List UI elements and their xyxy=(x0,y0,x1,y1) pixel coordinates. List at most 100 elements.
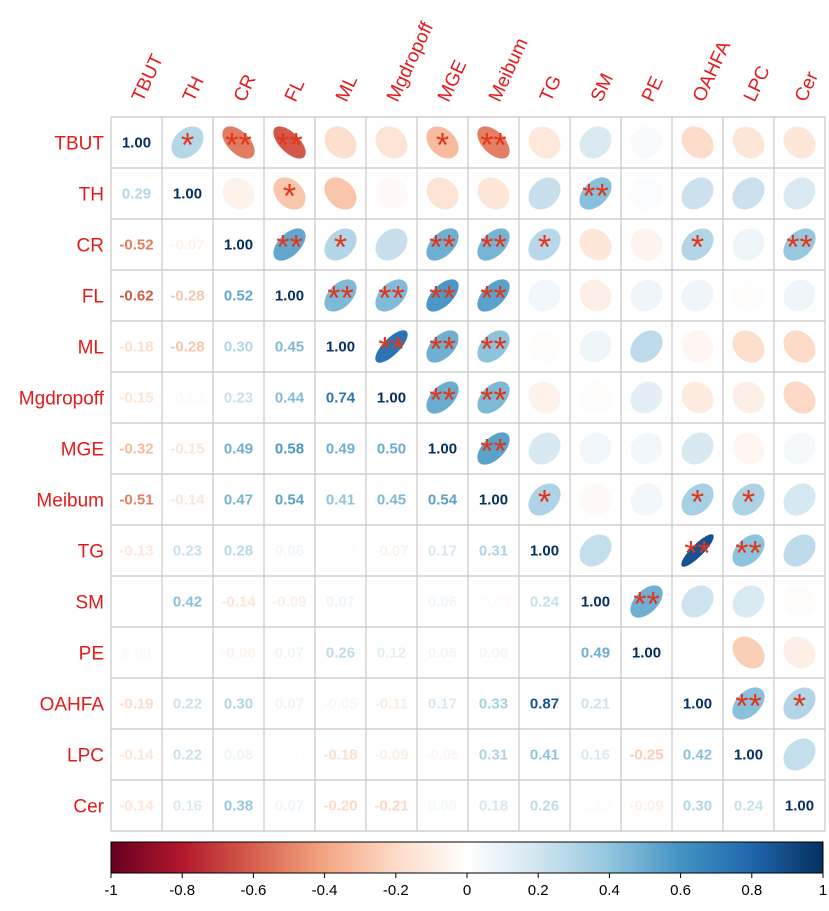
row-label-tbut: TBUT xyxy=(54,134,104,155)
row-label-mgdropoff: Mgdropoff xyxy=(19,389,105,410)
ellipse-th-lpc xyxy=(732,177,765,210)
coef-sm-mgdropoff: -0.01 xyxy=(374,594,408,611)
ellipse-ml-meibum xyxy=(477,330,510,363)
matrix-grid xyxy=(110,116,826,832)
ellipse-tg-lpc xyxy=(732,534,765,567)
coef-oahfa-cr: 0.30 xyxy=(224,696,253,713)
coef-lpc-tbut: -0.14 xyxy=(119,747,154,764)
coef-tg-meibum: 0.31 xyxy=(479,543,508,560)
ellipse-mgdropoff-lpc xyxy=(732,381,765,414)
ellipse-fl-tg xyxy=(528,279,561,312)
ellipse-ml-oahfa xyxy=(681,330,714,363)
coef-oahfa-tbut: -0.19 xyxy=(119,696,153,713)
ellipse-tg-sm xyxy=(579,534,612,567)
coef-fl-tbut: -0.62 xyxy=(119,288,153,305)
coef-tg-cr: 0.28 xyxy=(224,543,253,560)
coef-cer-fl: 0.07 xyxy=(275,798,304,815)
ellipse-mge-sm xyxy=(579,432,612,465)
colorbar-gradient xyxy=(110,841,824,874)
coef-tg-tg: 1.00 xyxy=(530,543,559,560)
ellipse-cr-meibum xyxy=(477,228,510,261)
ellipse-cr-cer xyxy=(783,228,816,261)
ellipse-ml-tg xyxy=(528,330,561,363)
ellipse-pe-cer xyxy=(783,636,816,669)
coef-cr-tbut: -0.52 xyxy=(119,237,153,254)
coef-tbut-tbut: 1.00 xyxy=(122,135,151,152)
ellipse-tbut-lpc xyxy=(732,126,765,159)
coef-sm-mge: 0.06 xyxy=(428,594,457,611)
coef-fl-th: -0.28 xyxy=(170,288,204,305)
significance-ml-mgdropoff: ** xyxy=(378,331,404,369)
row-label-sm: SM xyxy=(76,593,105,614)
column-label-meibum: Meibum xyxy=(485,35,533,105)
coef-oahfa-mgdropoff: -0.11 xyxy=(375,696,408,713)
colorbar-tick-label: -0.6 xyxy=(240,882,266,899)
significance-meibum-lpc: * xyxy=(742,484,755,522)
coef-lpc-oahfa: 0.42 xyxy=(683,747,712,764)
coef-th-tbut: 0.29 xyxy=(122,186,151,203)
ellipse-mgdropoff-sm xyxy=(579,381,612,414)
ellipse-ml-lpc xyxy=(732,330,765,363)
ellipse-mgdropoff-meibum xyxy=(477,381,510,414)
ellipse-cr-fl xyxy=(273,228,306,261)
coef-cer-lpc: 0.24 xyxy=(734,798,764,815)
coef-lpc-tg: 0.41 xyxy=(530,747,559,764)
coef-tg-tbut: -0.13 xyxy=(119,543,153,560)
significance-meibum-tg: * xyxy=(538,484,551,522)
coef-sm-ml: 0.07 xyxy=(326,594,355,611)
ellipse-sm-oahfa xyxy=(681,585,714,618)
ellipse-meibum-tg xyxy=(528,483,561,516)
colorbar-tick-label: -1 xyxy=(104,882,117,899)
ellipse-oahfa-lpc xyxy=(732,687,765,720)
coef-cer-tbut: -0.14 xyxy=(119,798,154,815)
colorbar-tick-label: 1 xyxy=(819,882,827,899)
ellipse-fl-ml xyxy=(324,279,357,312)
significance-tg-oahfa: ** xyxy=(684,535,710,573)
column-label-mge: MGE xyxy=(434,57,471,105)
ellipse-fl-oahfa xyxy=(681,279,714,312)
ellipse-tbut-cer xyxy=(783,126,816,159)
column-label-th: TH xyxy=(179,73,209,105)
ellipse-tbut-mgdropoff xyxy=(375,126,408,159)
coef-oahfa-mge: 0.17 xyxy=(428,696,457,713)
ellipse-mgdropoff-cer xyxy=(783,381,816,414)
row-label-oahfa: OAHFA xyxy=(40,695,105,716)
significance-cr-cer: ** xyxy=(786,229,812,267)
significance-th-sm: ** xyxy=(582,178,608,216)
ellipse-tg-pe xyxy=(630,534,663,567)
ellipse-meibum-lpc xyxy=(732,483,765,516)
significance-sm-pe: ** xyxy=(633,586,659,624)
coef-pe-mgdropoff: 0.12 xyxy=(377,645,406,662)
coef-mge-mge: 1.00 xyxy=(428,441,457,458)
significance-fl-ml: ** xyxy=(327,280,353,318)
significance-tbut-mge: * xyxy=(436,127,449,165)
significance-oahfa-lpc: ** xyxy=(735,688,761,726)
ellipse-fl-lpc xyxy=(732,279,765,312)
coef-lpc-fl: -0.01 xyxy=(272,747,306,764)
ellipse-meibum-sm xyxy=(579,483,612,516)
coef-mgdropoff-cr: 0.23 xyxy=(224,390,253,407)
column-label-oahfa: OAHFA xyxy=(689,38,735,106)
column-label-mgdropoff: Mgdropoff xyxy=(383,18,438,105)
coef-mgdropoff-ml: 0.74 xyxy=(326,390,356,407)
ellipse-oahfa-cer xyxy=(783,687,816,720)
significance-meibum-oahfa: * xyxy=(691,484,704,522)
coef-lpc-th: 0.22 xyxy=(173,747,202,764)
ellipse-pe-oahfa xyxy=(681,636,714,669)
significance-fl-mge: ** xyxy=(429,280,455,318)
coef-cer-pe: -0.09 xyxy=(629,798,663,815)
ellipse-tbut-pe xyxy=(630,126,663,159)
coef-cr-cr: 1.00 xyxy=(224,237,253,254)
significance-fl-mgdropoff: ** xyxy=(378,280,404,318)
ellipse-th-oahfa xyxy=(681,177,714,210)
ellipse-meibum-cer xyxy=(783,483,816,516)
row-label-tg: TG xyxy=(78,542,104,563)
ellipse-sm-pe xyxy=(630,585,663,618)
ellipse-meibum-pe xyxy=(630,483,663,516)
coef-lpc-pe: -0.25 xyxy=(629,747,663,764)
ellipse-th-fl xyxy=(273,177,306,210)
significance-cr-tg: * xyxy=(538,229,551,267)
colorbar-tick-label: -0.8 xyxy=(169,882,195,899)
column-label-fl: FL xyxy=(281,76,309,105)
coef-mgdropoff-th: -0.03 xyxy=(170,390,204,407)
